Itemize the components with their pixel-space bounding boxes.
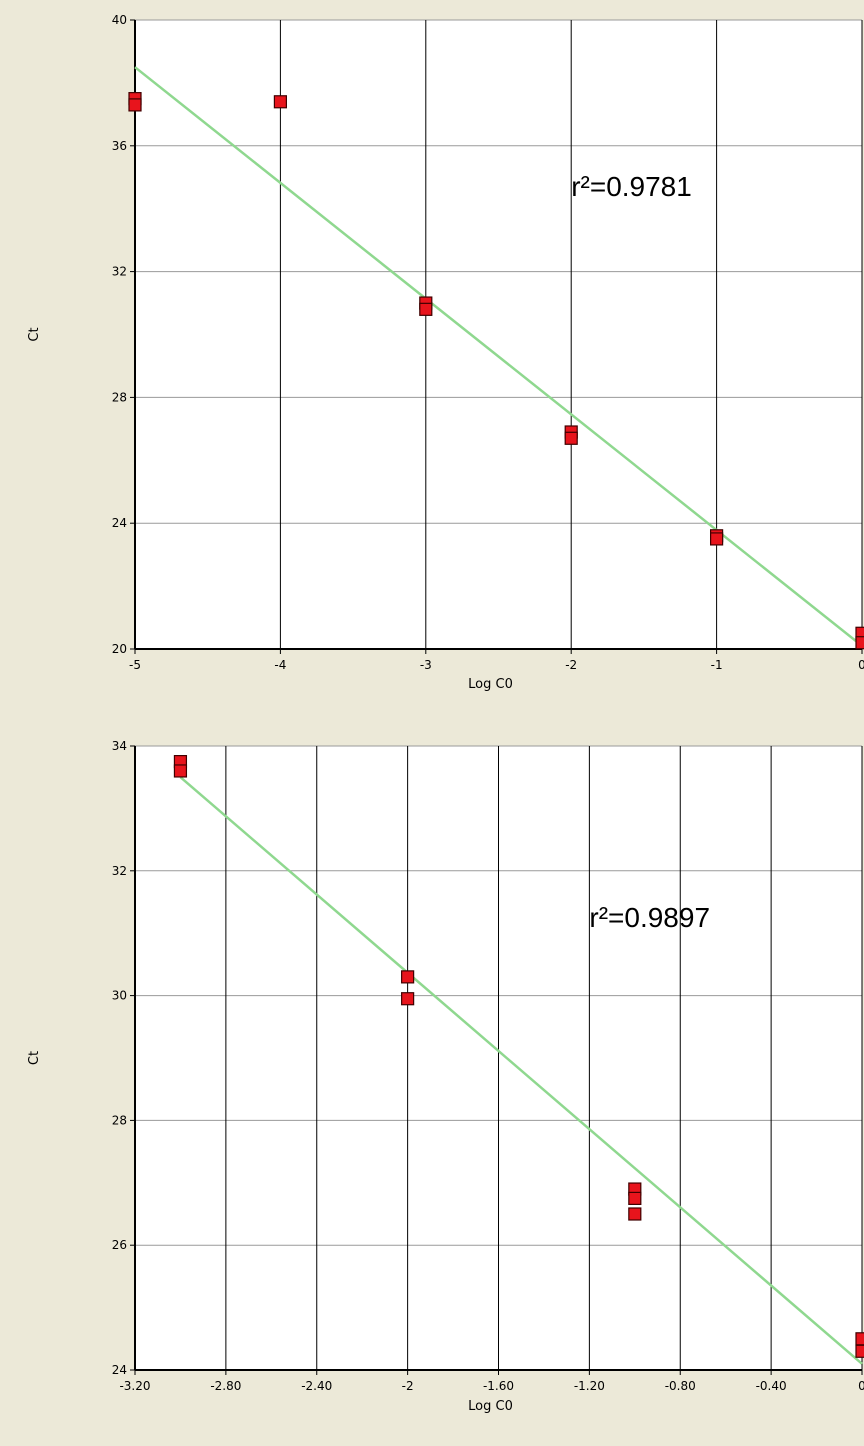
- y-tick-label: 20: [112, 642, 127, 656]
- data-point: [855, 1344, 864, 1358]
- x-tick-label: -2.80: [210, 1379, 241, 1393]
- y-axis-title: Ct: [27, 327, 42, 341]
- regression-fit-line: [134, 66, 863, 647]
- x-tick-label: -2: [402, 1379, 414, 1393]
- data-point: [273, 95, 287, 109]
- x-tick-label: -1: [711, 658, 723, 672]
- x-axis-title: Log C0: [468, 677, 513, 692]
- y-tick-label: 36: [112, 139, 127, 153]
- y-tick-label: 28: [112, 1113, 127, 1127]
- x-tick-label: -3.20: [119, 1379, 150, 1393]
- data-point: [564, 431, 578, 445]
- x-tick-label: -1.20: [574, 1379, 605, 1393]
- data-point: [709, 532, 724, 546]
- data-point: [419, 302, 433, 316]
- x-tick-label: -1.60: [483, 1379, 514, 1393]
- x-tick-label: -2: [565, 658, 577, 672]
- y-tick-label: 30: [112, 989, 127, 1003]
- standard-curve-panel-top: 20 24 28 32 36 40 -5 -4 -3 -2 -1 0 Log C0 Ct r²=0.9781: [0, 0, 864, 722]
- regression-fit-line: [179, 776, 863, 1365]
- data-point: [855, 636, 864, 650]
- x-tick-label: -2.40: [301, 1379, 332, 1393]
- data-point: [173, 764, 188, 778]
- x-tick-label: -3: [420, 658, 432, 672]
- x-tick-label: -5: [129, 658, 141, 672]
- plot-area: [135, 20, 862, 649]
- standard-curve-chart-top: 20 24 28 32 36 40 -5 -4 -3 -2 -1 0 Log C0 Ct r²=0.9781: [27, 13, 864, 692]
- standard-curve-panel-bottom: 24 26 28 30 32 34 -3.20 -2.80 -2.40 -2 -1.60 -1.20 -…: [0, 722, 864, 1446]
- data-point: [401, 970, 415, 984]
- y-tick-label: 40: [112, 13, 127, 27]
- y-tick-label: 28: [112, 390, 127, 404]
- y-tick-label: 32: [112, 864, 127, 878]
- y-tick-label: 24: [112, 1363, 127, 1377]
- x-tick-label: -0.40: [756, 1379, 787, 1393]
- r-squared-annotation: r²=0.9781: [571, 171, 692, 202]
- y-tick-label: 34: [112, 739, 127, 753]
- y-tick-label: 32: [112, 265, 127, 279]
- x-tick-label: 0: [858, 1379, 864, 1393]
- x-axis-title: Log C0: [468, 1399, 513, 1414]
- data-point: [401, 992, 415, 1006]
- y-tick-label: 26: [112, 1238, 127, 1252]
- data-point: [628, 1191, 642, 1205]
- standard-curve-chart-bottom: 24 26 28 30 32 34 -3.20 -2.80 -2.40 -2 -1.60 -1.20 -…: [27, 739, 864, 1414]
- x-tick-label: -0.80: [665, 1379, 696, 1393]
- x-tick-label: -4: [274, 658, 286, 672]
- r-squared-annotation: r²=0.9897: [589, 902, 710, 933]
- x-tick-label: 0: [858, 658, 864, 672]
- y-tick-label: 24: [112, 516, 127, 530]
- y-axis-title: Ct: [27, 1051, 42, 1065]
- data-point: [128, 98, 142, 112]
- data-point: [855, 1332, 864, 1346]
- data-point: [628, 1207, 642, 1221]
